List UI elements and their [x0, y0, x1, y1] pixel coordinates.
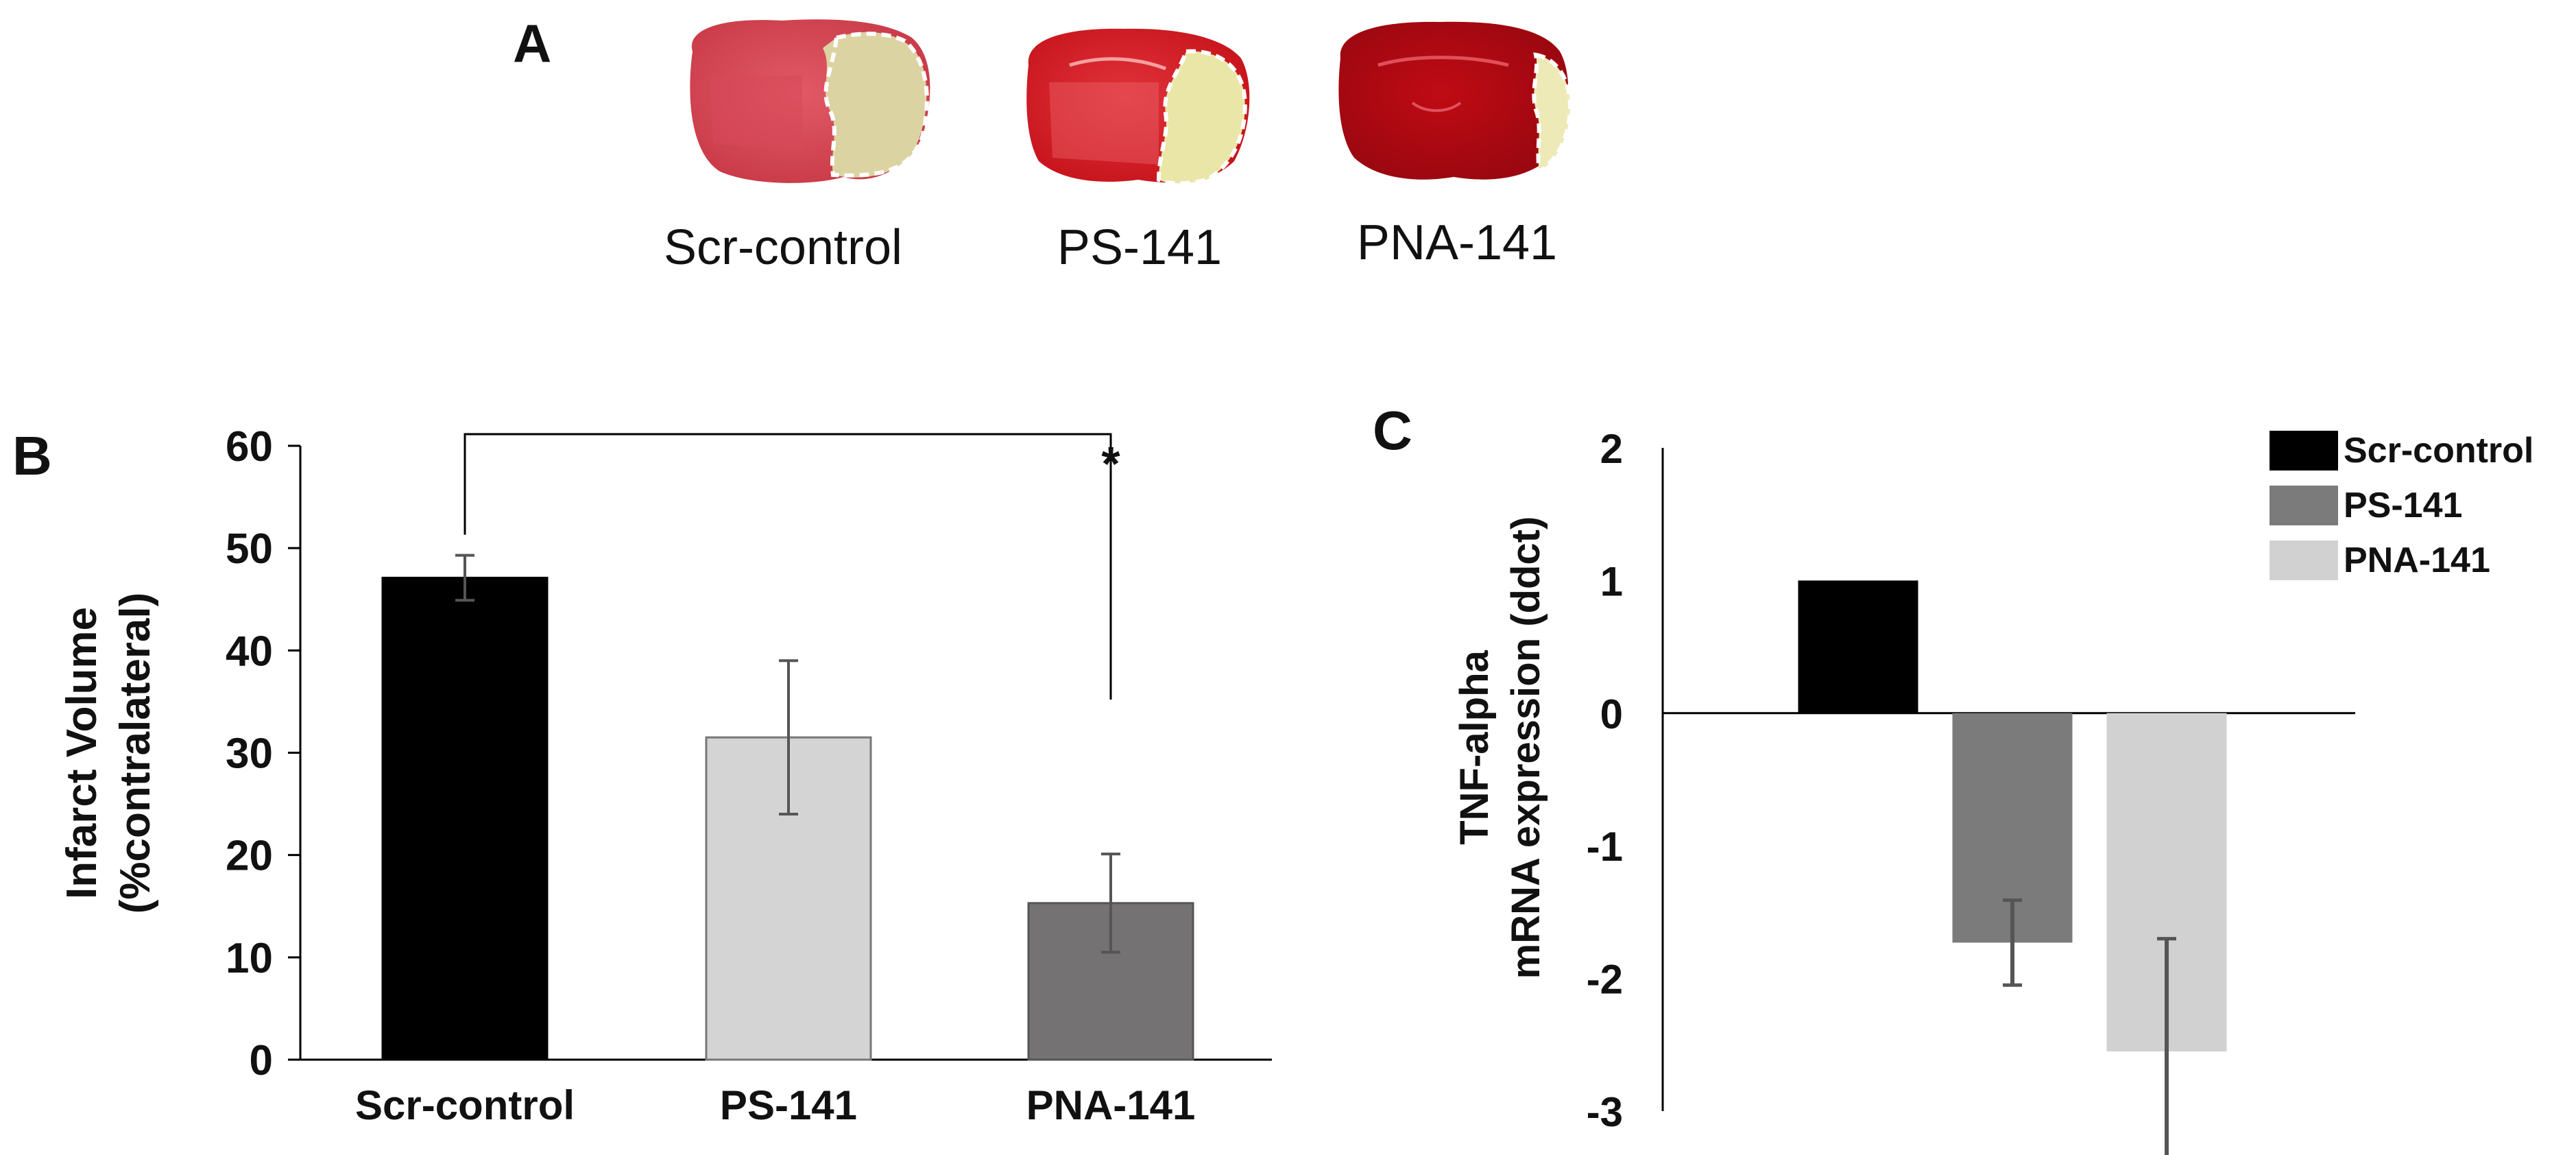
- chart-b-category-label: PS-141: [720, 1082, 857, 1128]
- chart-c-bars: [1798, 580, 2227, 1051]
- caption-pna-141: PNA-141: [1357, 215, 1557, 270]
- chart-c-tick-label: 0: [1600, 691, 1623, 737]
- panel-a-label: A: [513, 13, 551, 73]
- chart-c-tick-label: -2: [1587, 957, 1623, 1003]
- chart-c-ylabel: TNF-alpha mRNA expression (ddct): [1452, 516, 1548, 979]
- legend-label: PS-141: [2344, 486, 2462, 525]
- chart-c-ylabel-line-2: mRNA expression (ddct): [1504, 516, 1548, 979]
- legend-swatch: [2270, 431, 2338, 471]
- panel-b-label: B: [12, 425, 52, 486]
- chart-c-tick-label: -1: [1587, 824, 1623, 870]
- chart-b-ylabel: Infarct Volume (%contralateral): [58, 593, 159, 914]
- chart-b-tick-label: 0: [250, 1037, 273, 1084]
- significance-marker: *: [1101, 437, 1120, 490]
- chart-c-error-bars: [2003, 898, 2176, 1155]
- legend-swatch: [2270, 540, 2338, 580]
- caption-ps-141: PS-141: [1057, 220, 1222, 275]
- legend-label: PNA-141: [2344, 540, 2490, 580]
- legend-swatch: [2270, 486, 2338, 525]
- chart-b-tick-label: 40: [226, 628, 273, 675]
- chart-b-tick-label: 10: [226, 935, 273, 982]
- chart-b-tick-label: 20: [226, 833, 273, 880]
- chart-b-category-labels: Scr-control PS-141 PNA-141: [355, 1082, 1195, 1128]
- chart-c-tick-label: 2: [1600, 426, 1623, 472]
- chart-b-tick-label: 30: [226, 730, 273, 778]
- chart-b-category-label: Scr-control: [355, 1082, 575, 1128]
- chart-b-error-bars: [455, 553, 1120, 954]
- chart-b-ylabel-line-1: Infarct Volume: [58, 607, 106, 899]
- panel-c: C TNF-alpha mRNA expression (ddct) 2 1 0 -1…: [1373, 400, 2533, 1155]
- chart-b-category-label: PNA-141: [1026, 1082, 1196, 1128]
- brain-section-image-pna-141: [1338, 21, 1573, 180]
- legend-label: Scr-control: [2344, 431, 2533, 471]
- chart-b-bars: [381, 576, 1194, 1061]
- chart-c-tick-label: -3: [1587, 1089, 1623, 1135]
- chart-b-ylabel-line-2: (%contralateral): [112, 593, 159, 914]
- chart-b-bar: [381, 576, 549, 1061]
- chart-b-ticks: 0 10 20 30 40 50 60: [226, 423, 300, 1084]
- caption-scr-control: Scr-control: [664, 220, 902, 275]
- chart-c-tick-label: 1: [1600, 558, 1623, 604]
- panel-b: B Infarct Volume (%contralateral) 0 10 20 3…: [12, 423, 1272, 1128]
- chart-c-ylabel-line-1: TNF-alpha: [1452, 650, 1497, 844]
- chart-b-significance-bracket: *: [464, 433, 1120, 700]
- brain-section-image-ps-141: [1026, 28, 1250, 186]
- chart-b-tick-label: 50: [226, 525, 273, 573]
- chart-c-tick-labels: 2 1 0 -1 -2 -3: [1587, 426, 1623, 1135]
- chart-c-legend: Scr-control PS-141 PNA-141: [2270, 431, 2533, 580]
- panel-a: A Scr-control PS-141 PNA-141: [513, 13, 1573, 275]
- panel-c-label: C: [1373, 400, 1412, 461]
- chart-c-bar: [1798, 580, 1918, 713]
- brain-section-image-scr-control: [690, 19, 930, 183]
- chart-b-tick-label: 60: [226, 423, 273, 471]
- significance-bracket-line: [464, 433, 1112, 700]
